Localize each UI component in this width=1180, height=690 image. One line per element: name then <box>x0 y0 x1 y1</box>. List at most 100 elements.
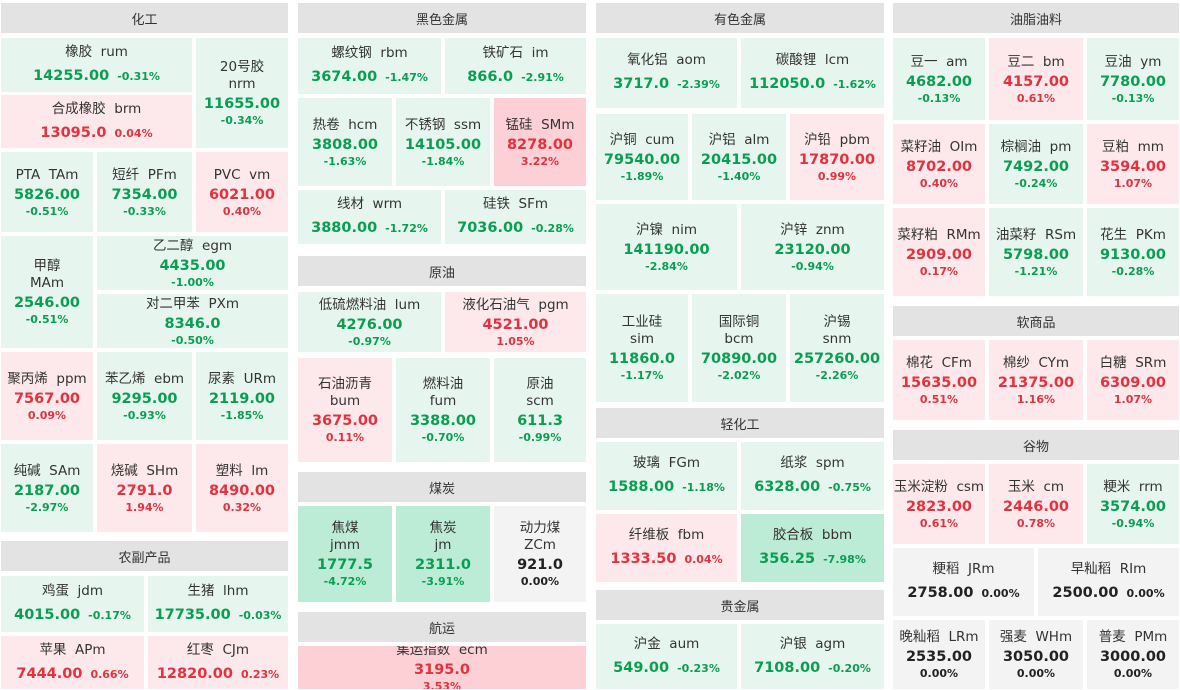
commodity-tile[interactable]: 低硫燃料油 lum 4276.00 -0.97% <box>298 292 441 352</box>
commodity-tile[interactable]: 热卷 hcm 3808.00 -1.63% <box>298 98 392 186</box>
commodity-tile[interactable]: 沪锡 snm 257260.00 -2.26% <box>790 294 884 402</box>
commodity-change-percent: -0.31% <box>117 70 160 83</box>
commodity-tile[interactable]: 燃料油 fum 3388.00 -0.70% <box>396 358 490 462</box>
commodity-price: 2187.00 <box>13 482 81 499</box>
commodity-name: 液化石油气 pgm <box>462 296 569 313</box>
commodity-price: 3594.00 <box>1099 158 1167 175</box>
commodity-tile[interactable]: 工业硅 sim 11860.0 -1.17% <box>596 294 688 402</box>
commodity-name: 粳米 rrm <box>1103 478 1163 495</box>
commodity-tile[interactable]: 锰硅 SMm 8278.00 3.22% <box>494 98 586 186</box>
commodity-tile[interactable]: 玻璃 FGm 1588.00 -1.18% <box>596 442 737 510</box>
commodity-tile[interactable]: 液化石油气 pgm 4521.00 1.05% <box>445 292 586 352</box>
commodity-tile[interactable]: 生猪 lhm 17735.00 -0.03% <box>148 576 288 632</box>
commodity-tile[interactable]: 纤维板 fbm 1333.50 0.04% <box>596 514 737 582</box>
commodity-tile[interactable]: 塑料 lm 8490.00 0.32% <box>196 444 288 532</box>
commodity-tile[interactable]: 豆粕 mm 3594.00 1.07% <box>1087 124 1179 204</box>
commodity-change-percent: -2.84% <box>645 259 688 273</box>
commodity-tile[interactable]: 短纤 PFm 7354.00 -0.33% <box>97 152 192 232</box>
commodity-tile[interactable]: 粳米 rrm 3574.00 -0.94% <box>1087 464 1179 544</box>
commodity-price: 8278.00 <box>506 136 574 153</box>
commodity-tile[interactable]: 尿素 URm 2119.00 -1.85% <box>196 352 288 440</box>
commodity-tile[interactable]: 棕榈油 pm 7492.00 -0.24% <box>989 124 1083 204</box>
commodity-change-percent: -3.91% <box>421 575 465 588</box>
commodity-name: 碳酸锂 lcm <box>775 52 850 68</box>
commodity-change-percent: -1.63% <box>323 154 367 168</box>
commodity-tile[interactable]: 焦炭 jm 2311.0 -3.91% <box>396 506 490 602</box>
commodity-tile[interactable]: 沪银 agm 7108.00 -0.20% <box>741 624 884 689</box>
commodity-tile[interactable]: 豆一 am 4682.00 -0.13% <box>893 38 985 120</box>
commodity-tile[interactable]: 玉米 cm 2446.00 0.78% <box>989 464 1083 544</box>
commodity-tile[interactable]: 硅铁 SFm 7036.00 -0.28% <box>445 190 586 244</box>
commodity-tile[interactable]: 沪铜 cum 79540.00 -1.89% <box>596 114 688 200</box>
commodity-tile[interactable]: 集运指数 ecm 3195.0 3.53% <box>298 646 586 689</box>
commodity-price: 7780.00 <box>1099 73 1167 90</box>
commodity-tile[interactable]: 玉米淀粉 csm 2823.00 0.61% <box>893 464 985 544</box>
commodity-tile[interactable]: 粳稻 JRm 2758.00 0.00% <box>893 548 1034 616</box>
commodity-tile[interactable]: 铁矿石 im 866.0 -2.91% <box>445 38 586 94</box>
commodity-change-percent: -0.93% <box>123 408 166 422</box>
commodity-tile[interactable]: 菜籽粕 RMm 2909.00 0.17% <box>893 208 985 296</box>
commodity-tile[interactable]: 沪金 aum 549.00 -0.23% <box>596 624 737 689</box>
commodity-tile[interactable]: 胶合板 bbm 356.25 -7.98% <box>741 514 884 582</box>
commodity-tile[interactable]: 纯碱 SAm 2187.00 -2.97% <box>1 444 93 532</box>
commodity-name: 棕榈油 pm <box>1000 138 1072 155</box>
commodity-tile[interactable]: 纸浆 spm 6328.00 -0.75% <box>741 442 884 510</box>
commodity-tile[interactable]: 原油 scm 611.3 -0.99% <box>494 358 586 462</box>
commodity-name: 玉米 cm <box>1007 478 1065 495</box>
commodity-tile[interactable]: 线材 wrm 3880.00 -1.72% <box>298 190 441 244</box>
commodity-tile[interactable]: 氧化铝 aom 3717.0 -2.39% <box>596 38 737 108</box>
section-header-nonferrous: 有色金属 <box>596 3 884 33</box>
commodity-tile[interactable]: 焦煤 jmm 1777.5 -4.72% <box>298 506 392 602</box>
commodity-tile[interactable]: 棉花 CFm 15635.00 0.51% <box>893 340 985 420</box>
commodity-tile[interactable]: 动力煤 ZCm 921.0 0.00% <box>494 506 586 602</box>
commodity-tile[interactable]: 菜籽油 OIm 8702.00 0.40% <box>893 124 985 204</box>
commodity-tile[interactable]: 早籼稻 RIm 2500.00 0.00% <box>1038 548 1179 616</box>
commodity-tile[interactable]: 沪铝 alm 20415.00 -1.40% <box>692 114 786 200</box>
commodity-tile[interactable]: 螺纹钢 rbm 3674.00 -1.47% <box>298 38 441 94</box>
commodity-price: 611.3 <box>517 413 563 429</box>
commodity-tile[interactable]: 聚丙烯 ppm 7567.00 0.09% <box>1 352 93 440</box>
commodity-change-percent: 0.00% <box>919 667 959 680</box>
commodity-tile[interactable]: 沪锌 znm 23120.00 -0.94% <box>741 204 884 290</box>
commodity-tile[interactable]: 花生 PKm 9130.00 -0.28% <box>1087 208 1179 296</box>
commodity-tile[interactable]: 不锈钢 ssm 14105.00 -1.84% <box>396 98 490 186</box>
commodity-change-percent: -1.40% <box>717 169 761 183</box>
commodity-tile[interactable]: 豆二 bm 4157.00 0.61% <box>989 38 1083 120</box>
commodity-tile[interactable]: 国际铜 bcm 70890.00 -2.02% <box>692 294 786 402</box>
commodity-tile[interactable]: 石油沥青 bum 3675.00 0.11% <box>298 358 392 462</box>
commodity-tile[interactable]: 烧碱 SHm 2791.0 1.94% <box>97 444 192 532</box>
commodity-tile[interactable]: 沪铅 pbm 17870.00 0.99% <box>790 114 884 200</box>
commodity-tile[interactable]: 普麦 PMm 3000.00 0.00% <box>1087 620 1179 689</box>
commodity-tile[interactable]: 20号胶 nrm 11655.00 -0.34% <box>196 38 288 148</box>
section-header-oil: 原油 <box>298 256 586 286</box>
commodity-tile[interactable]: 乙二醇 egm 4435.00 -1.00% <box>97 236 288 290</box>
commodity-tile[interactable]: 橡胶 rum 14255.00 -0.31% <box>1 38 192 92</box>
commodity-tile[interactable]: 红枣 CJm 12820.00 0.23% <box>148 636 288 689</box>
commodity-tile[interactable]: 苹果 APm 7444.00 0.66% <box>1 636 144 689</box>
commodity-tile[interactable]: 碳酸锂 lcm 112050.0 -1.62% <box>741 38 884 108</box>
commodity-name: 低硫燃料油 lum <box>318 296 421 313</box>
commodity-tile[interactable]: 鸡蛋 jdm 4015.00 -0.17% <box>1 576 144 632</box>
commodity-tile[interactable]: 棉纱 CYm 21375.00 1.16% <box>989 340 1083 420</box>
commodity-tile[interactable]: PVC vm 6021.00 0.40% <box>196 152 288 232</box>
commodity-tile[interactable]: 强麦 WHm 3050.00 0.00% <box>989 620 1083 689</box>
commodity-tile[interactable]: 豆油 ym 7780.00 -0.13% <box>1087 38 1179 120</box>
commodity-name: 胶合板 bbm <box>772 527 853 543</box>
commodity-tile[interactable]: 晚籼稻 LRm 2535.00 0.00% <box>893 620 985 689</box>
commodity-tile[interactable]: 油菜籽 RSm 5798.00 -1.21% <box>989 208 1083 296</box>
commodity-price: 7492.00 <box>1002 158 1070 175</box>
commodity-tile[interactable]: 沪镍 nim 141190.00 -2.84% <box>596 204 737 290</box>
commodity-change-percent: -1.62% <box>833 78 876 91</box>
commodity-name: 纤维板 fbm <box>628 527 705 543</box>
commodity-tile[interactable]: 合成橡胶 brm 13095.0 0.04% <box>1 95 192 148</box>
commodity-tile[interactable]: 甲醇 MAm 2546.00 -0.51% <box>1 236 93 348</box>
commodity-price: 3808.00 <box>311 136 379 153</box>
commodity-tile[interactable]: 对二甲苯 PXm 8346.0 -0.50% <box>97 294 288 348</box>
commodity-tile[interactable]: PTA TAm 5826.00 -0.51% <box>1 152 93 232</box>
section-header-grain: 谷物 <box>893 430 1179 460</box>
commodity-price: 5826.00 <box>13 186 81 203</box>
price-row: 2500.00 0.00% <box>1052 582 1164 603</box>
commodity-tile[interactable]: 白糖 SRm 6309.00 1.07% <box>1087 340 1179 420</box>
commodity-change-percent: 0.00% <box>1113 667 1153 680</box>
commodity-tile[interactable]: 苯乙烯 ebm 9295.00 -0.93% <box>97 352 192 440</box>
